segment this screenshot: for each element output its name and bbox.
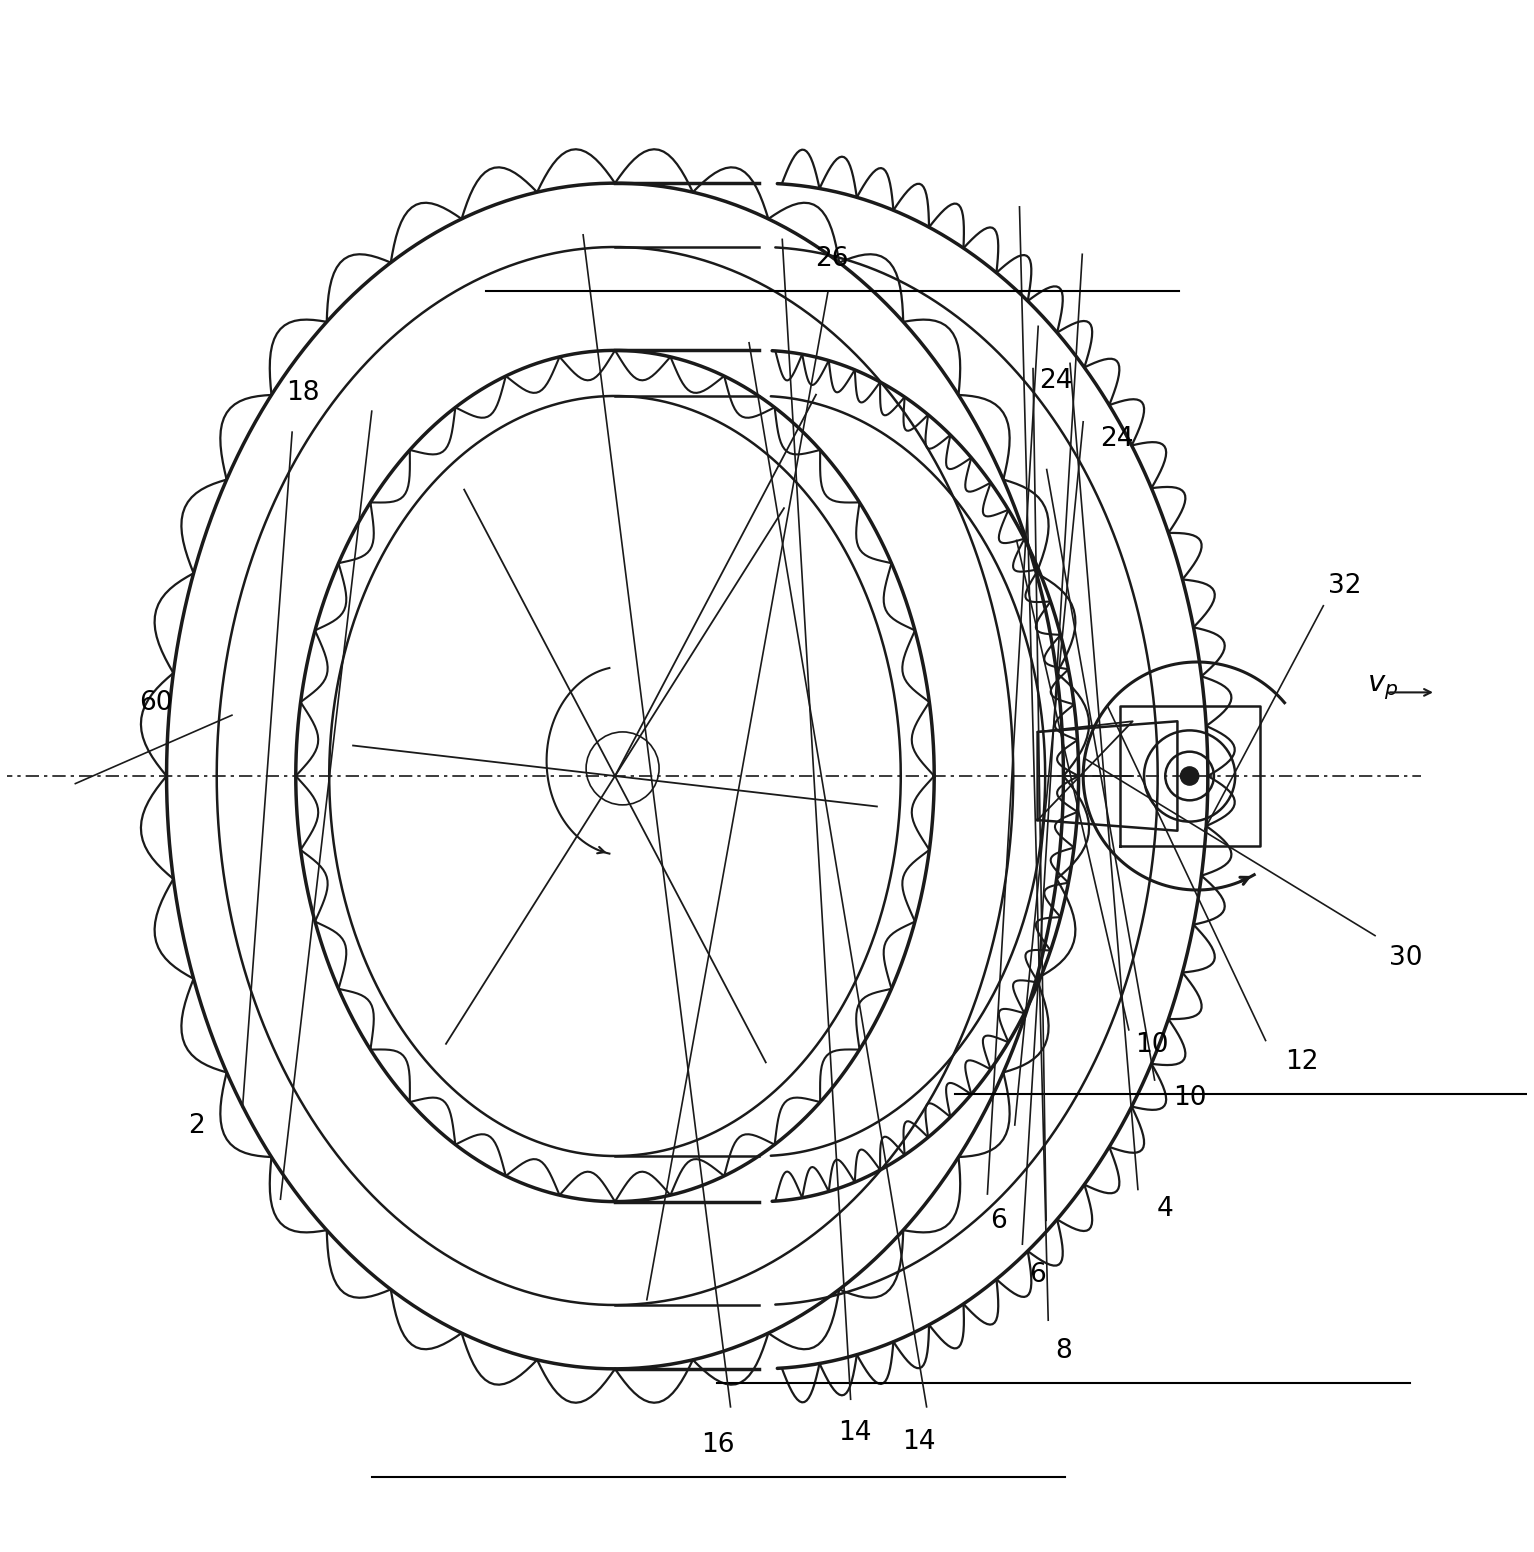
Text: 16: 16 [701,1432,735,1457]
Text: 14: 14 [839,1420,871,1446]
Text: $v_p$: $v_p$ [1367,674,1399,702]
Text: 24: 24 [1039,368,1072,394]
Text: 8: 8 [1055,1338,1072,1364]
Text: 6: 6 [1029,1262,1046,1288]
Text: 12: 12 [1285,1049,1319,1076]
Text: 32: 32 [1328,573,1361,599]
Text: 30: 30 [1388,945,1422,972]
Text: 4: 4 [1157,1197,1174,1223]
Circle shape [1181,767,1198,785]
Text: 6: 6 [989,1209,1006,1234]
Text: 26: 26 [816,247,850,272]
Text: 24: 24 [1100,425,1134,452]
Text: 10: 10 [1135,1032,1169,1058]
Text: 2: 2 [189,1113,206,1139]
Text: 60: 60 [140,691,173,715]
Text: 18: 18 [287,380,321,407]
Text: 10: 10 [1174,1085,1206,1111]
Text: 14: 14 [902,1429,936,1454]
